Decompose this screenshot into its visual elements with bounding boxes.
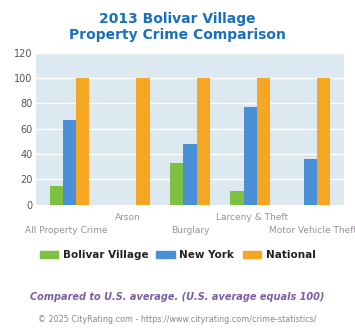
Bar — [257, 78, 270, 205]
Text: Motor Vehicle Theft: Motor Vehicle Theft — [269, 226, 355, 235]
Text: All Property Crime: All Property Crime — [25, 226, 108, 235]
Bar — [50, 185, 63, 205]
Bar — [136, 78, 149, 205]
Bar — [63, 120, 76, 205]
Text: Arson: Arson — [115, 213, 141, 222]
Bar — [244, 107, 257, 205]
Bar — [183, 144, 197, 205]
Bar — [197, 78, 210, 205]
Legend: Bolivar Village, New York, National: Bolivar Village, New York, National — [36, 246, 320, 264]
Text: 2013 Bolivar Village: 2013 Bolivar Village — [99, 12, 256, 25]
Text: Burglary: Burglary — [171, 226, 209, 235]
Bar — [230, 191, 244, 205]
Text: Compared to U.S. average. (U.S. average equals 100): Compared to U.S. average. (U.S. average … — [30, 292, 325, 302]
Text: Property Crime Comparison: Property Crime Comparison — [69, 28, 286, 42]
Bar — [317, 78, 330, 205]
Text: © 2025 CityRating.com - https://www.cityrating.com/crime-statistics/: © 2025 CityRating.com - https://www.city… — [38, 315, 317, 324]
Bar — [170, 163, 183, 205]
Bar — [76, 78, 89, 205]
Bar — [304, 159, 317, 205]
Text: Larceny & Theft: Larceny & Theft — [215, 213, 288, 222]
